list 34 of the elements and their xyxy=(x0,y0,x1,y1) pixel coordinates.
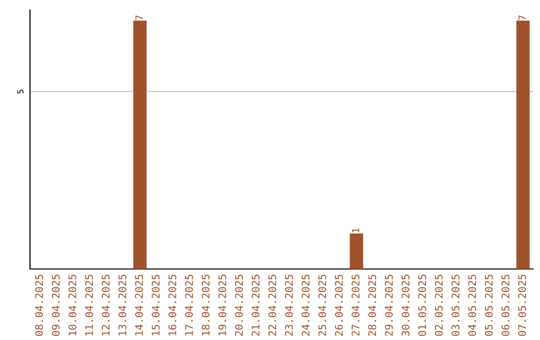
x-tick-label: 03.05.2025 xyxy=(452,274,460,336)
x-tick-label: 20.04.2025 xyxy=(235,274,243,336)
x-tick-label: 24.04.2025 xyxy=(302,274,310,336)
x-tick-label: 21.04.2025 xyxy=(252,274,260,336)
x-tick-label: 19.04.2025 xyxy=(218,274,226,336)
y-tick-label: 5 xyxy=(17,90,24,94)
x-tick-label: 10.04.2025 xyxy=(68,274,76,336)
data-label: 7 xyxy=(518,16,526,20)
x-tick-label: 04.05.2025 xyxy=(468,274,476,336)
x-tick-label: 18.04.2025 xyxy=(202,274,210,336)
data-label: 1 xyxy=(352,228,360,232)
x-tick-label: 05.05.2025 xyxy=(484,274,493,336)
data-label: 7 xyxy=(136,16,143,20)
x-tick-label: 12.04.2025 xyxy=(102,274,110,336)
x-tick-label: 11.04.2025 xyxy=(85,274,94,336)
x-tick-label: 02.05.2025 xyxy=(434,274,443,336)
x-tick-label: 16.04.2025 xyxy=(168,274,176,336)
x-tick-label: 22.04.2025 xyxy=(268,274,276,336)
x-tick-label: 14.04.2025 xyxy=(135,274,143,336)
x-tick-label: 26.04.2025 xyxy=(334,274,343,336)
x-tick-label: 25.04.2025 xyxy=(318,274,326,336)
x-tick-label: 29.04.2025 xyxy=(384,274,393,336)
x-tick-label: 07.05.2025 xyxy=(518,274,526,336)
x-tick-label: 08.04.2025 xyxy=(35,274,44,336)
x-tick-label: 01.05.2025 xyxy=(418,274,426,336)
x-tick-label: 28.04.2025 xyxy=(368,274,376,336)
x-tick-label: 27.04.2025 xyxy=(352,274,360,336)
x-tick-label: 09.04.2025 xyxy=(52,274,60,336)
x-tick-label: 23.04.2025 xyxy=(285,274,293,336)
x-tick-label: 15.04.2025 xyxy=(152,274,160,336)
x-tick-label: 13.04.2025 xyxy=(118,274,126,336)
x-tick-label: 17.04.2025 xyxy=(185,274,193,336)
x-tick-label: 06.05.2025 xyxy=(502,274,510,336)
x-tick-label: 30.04.2025 xyxy=(402,274,410,336)
